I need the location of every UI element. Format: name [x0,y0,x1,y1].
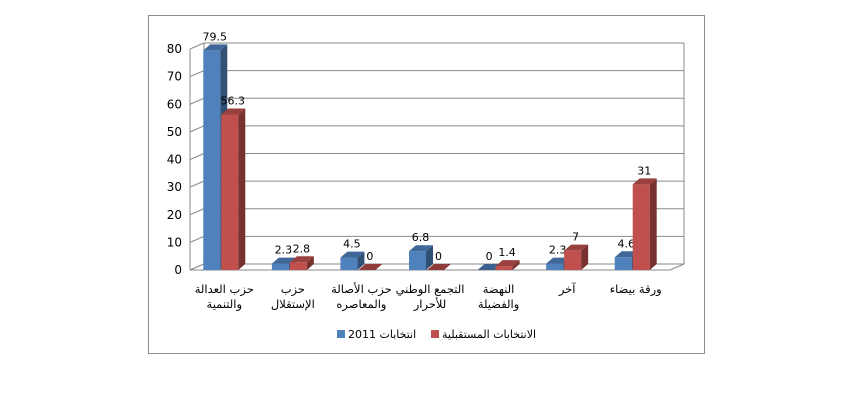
bar-top-s1-c2 [271,257,296,264]
bar-s2-c7 [632,184,650,270]
bar-side-s2-c5 [512,260,520,270]
gridline-side-20 [189,208,205,216]
legend-label-2: الانتخابات المستقبلية [442,328,536,341]
bar-s1-c7 [614,257,632,270]
bar-s2-c1 [221,114,239,270]
category-label-4-line-2: للأحرار [413,297,447,312]
y-tick-label-70: 70 [167,70,182,84]
legend-swatch-1 [337,330,345,338]
bar-top-s2-c6 [564,244,589,251]
data-label-s2-c1: 56.3 [221,94,246,107]
category-label-2-line-2: الإستقلال [271,297,315,311]
category-label-3-line-2: والمعاصره [336,297,386,312]
bar-top-s2-c7 [632,178,657,185]
bar-s1-c3 [340,257,358,270]
legend-swatch-2 [431,330,439,338]
bar-top-s2-c1 [221,108,246,115]
gridline-side-10 [189,235,205,243]
data-label-s1-c4: 6.8 [412,231,430,244]
bar-side-s2-c1 [238,108,246,270]
gridline-side-50 [189,125,205,133]
y-tick-label-60: 60 [167,97,182,111]
category-label-4-line-1: التجمع الوطني [396,282,465,297]
y-tick-label-50: 50 [167,125,182,139]
y-tick-label-0: 0 [174,263,182,277]
bar-side-s2-c7 [649,178,657,270]
data-label-s1-c7: 4.6 [617,237,635,250]
bar-side-s2-c2 [306,256,314,270]
bar-s2-c6 [564,250,582,270]
category-label-7-line-1: ورقة بيضاء [610,282,662,297]
data-label-s2-c7: 31 [637,164,651,177]
gridline-side-70 [189,70,205,78]
category-label-6-line-1: آخر [558,282,576,297]
bar-s1-c4 [409,251,426,270]
data-label-s1-c5: 0 [486,250,493,263]
legend-label-1: انتخابات 2011 [348,328,416,341]
bar-s2-c3 [358,264,383,270]
data-label-s2-c2: 2.8 [293,242,311,255]
y-tick-label-10: 10 [167,235,182,249]
gridline-side-30 [189,180,205,188]
data-label-s2-c5: 1.4 [498,246,516,259]
bar-side-s2-c6 [581,244,589,270]
bar-top-s2-c2 [289,256,314,263]
bar-s1-c1 [203,50,221,270]
bar-top-s1-c4 [409,245,433,252]
bar-top-s1-c1 [203,44,228,51]
bar-s2-c5 [495,266,513,270]
data-label-s2-c3: 0 [366,250,373,263]
category-label-3-line-1: حزب الأصالة [331,282,392,297]
data-label-s2-c4: 0 [435,250,442,263]
gridline-side-80 [189,42,205,50]
data-label-s1-c1: 79.5 [203,30,228,43]
category-label-2-line-1: حزب [281,282,305,297]
bar-s2-c4 [427,264,451,270]
y-tick-label-30: 30 [167,180,182,194]
category-label-1-line-1: حزب العدالة [195,282,254,297]
y-tick-label-80: 80 [167,42,182,56]
y-tick-label-20: 20 [167,208,182,222]
bar-side-s1-c4 [426,245,433,270]
bar-side-s1-c3 [357,251,365,270]
bar-top-s2-c5 [495,260,520,267]
data-label-s1-c3: 4.5 [343,238,361,251]
gridline-side-40 [189,153,205,160]
category-label-1-line-2: والتنمية [207,297,242,312]
gridline-side-60 [189,97,205,105]
bar-top-s1-c3 [340,251,365,258]
bar-s1-c6 [546,263,564,270]
category-label-5-line-1: النهضة [483,282,515,296]
bar-s1-c2 [271,263,289,270]
bar-s2-c2 [289,262,307,270]
data-label-s1-c6: 2.3 [549,244,567,257]
data-label-s2-c6: 7 [572,231,579,244]
y-tick-label-40: 40 [167,153,182,167]
category-label-5-line-2: والفضيلة [478,297,520,312]
data-label-s1-c2: 2.3 [275,244,293,257]
